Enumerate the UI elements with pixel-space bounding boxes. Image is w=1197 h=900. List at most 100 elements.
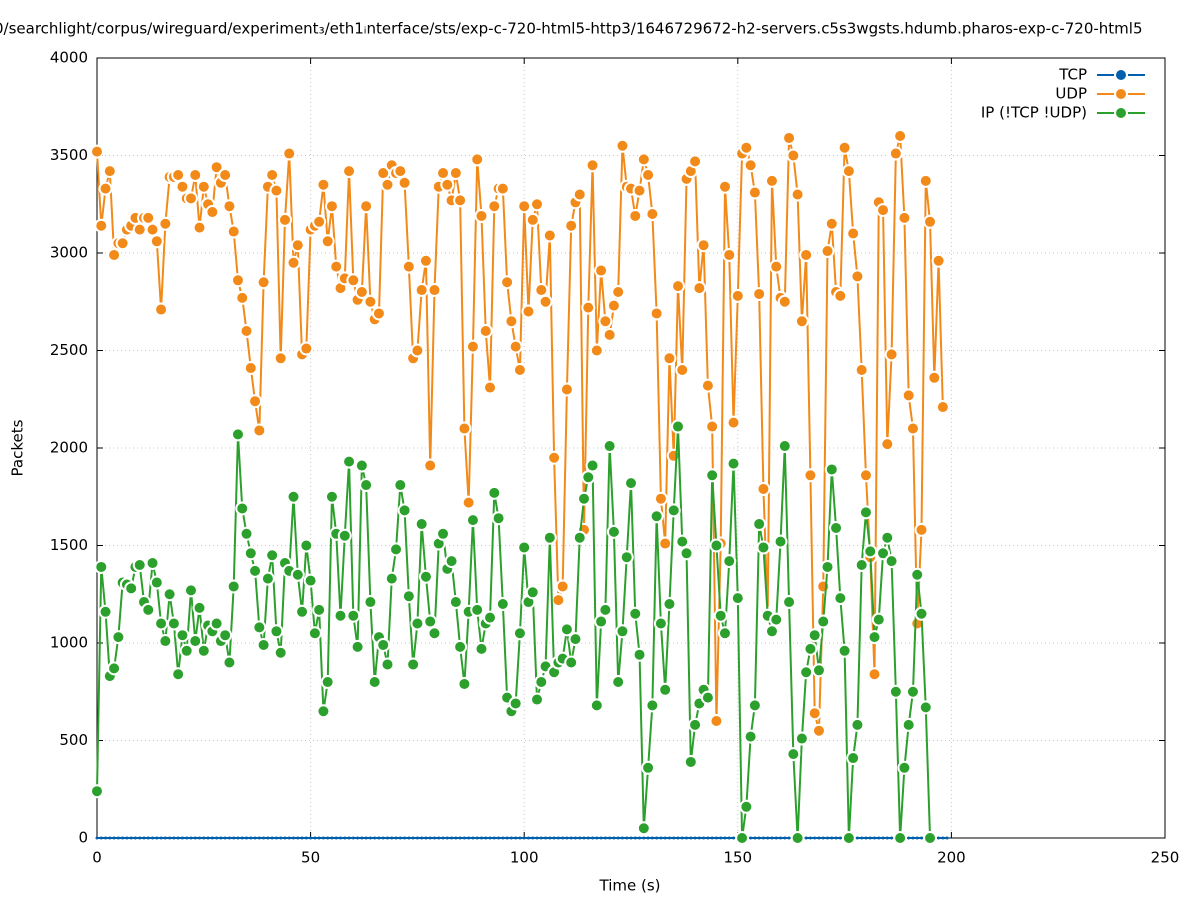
data-point <box>198 836 202 840</box>
data-point <box>415 836 419 840</box>
data-point <box>726 415 741 430</box>
data-point <box>183 191 198 206</box>
data-point <box>923 214 938 229</box>
data-point <box>245 836 249 840</box>
data-point <box>841 164 856 179</box>
data-point <box>667 836 671 840</box>
data-point <box>770 836 774 840</box>
data-point <box>786 148 801 163</box>
data-point <box>826 836 830 840</box>
data-point <box>377 836 381 840</box>
y-tick-label: 500 <box>59 731 88 749</box>
data-point <box>427 283 442 298</box>
data-point <box>918 173 933 188</box>
data-point <box>666 503 681 518</box>
data-point <box>722 247 737 262</box>
data-point <box>594 614 609 629</box>
data-point <box>253 836 257 840</box>
data-point <box>236 836 240 840</box>
data-point <box>497 836 501 840</box>
data-point <box>602 439 617 454</box>
data-point <box>296 836 300 840</box>
data-point <box>218 168 233 182</box>
data-point <box>807 706 822 721</box>
data-point <box>547 450 562 465</box>
data-point <box>334 836 338 840</box>
data-point <box>854 558 869 572</box>
data-point <box>910 567 925 582</box>
data-point <box>491 511 506 526</box>
x-tick-label: 100 <box>510 849 539 867</box>
data-point <box>172 836 176 840</box>
data-point <box>612 836 616 840</box>
data-point <box>384 571 399 586</box>
data-point <box>586 836 590 840</box>
x-tick-label: 150 <box>723 849 752 867</box>
data-point <box>517 199 532 214</box>
data-point <box>324 199 339 214</box>
data-point <box>248 394 263 409</box>
data-point <box>542 228 557 243</box>
data-point <box>189 836 193 840</box>
data-point <box>779 836 783 840</box>
data-point <box>803 468 818 483</box>
data-point <box>112 836 116 840</box>
data-point <box>923 831 938 845</box>
y-tick-label: 4000 <box>50 49 88 67</box>
data-point <box>484 836 488 840</box>
data-point <box>727 836 731 840</box>
legend-label: IP (!TCP !UDP) <box>981 104 1087 122</box>
data-point <box>418 253 433 268</box>
data-point <box>235 501 250 516</box>
data-point <box>273 645 288 660</box>
data-point <box>811 663 826 678</box>
data-point <box>363 294 378 309</box>
data-point <box>346 273 361 288</box>
data-point <box>636 152 651 167</box>
data-point <box>252 620 267 635</box>
data-point <box>813 836 817 840</box>
data-point <box>616 836 620 840</box>
data-point <box>138 836 142 840</box>
data-point <box>783 836 787 840</box>
data-point <box>670 279 685 294</box>
data-point <box>544 836 548 840</box>
data-point <box>324 489 339 504</box>
data-point <box>830 836 834 840</box>
data-point <box>227 836 231 840</box>
data-point <box>585 458 600 473</box>
data-point <box>790 187 805 202</box>
data-point <box>689 836 693 840</box>
data-point <box>572 187 587 202</box>
y-axis-label: Packets <box>9 419 27 476</box>
data-point <box>803 641 818 656</box>
data-point <box>777 439 792 454</box>
data-point <box>599 836 603 840</box>
data-point <box>692 281 707 296</box>
data-point <box>824 462 839 477</box>
data-point <box>937 836 941 840</box>
data-point <box>606 298 621 313</box>
data-point <box>649 509 664 524</box>
data-point <box>286 255 301 270</box>
data-point <box>653 491 668 506</box>
data-point <box>445 836 449 840</box>
data-point <box>706 836 710 840</box>
x-tick-label: 0 <box>92 849 102 867</box>
data-point <box>907 836 911 840</box>
data-point <box>98 181 113 196</box>
data-point <box>158 216 173 231</box>
data-point <box>176 836 180 840</box>
data-point <box>411 836 415 840</box>
data-point <box>679 546 694 561</box>
data-point <box>680 836 684 840</box>
data-point <box>811 723 826 738</box>
data-point <box>339 836 343 840</box>
data-point <box>700 378 715 393</box>
data-point <box>424 836 428 840</box>
data-point <box>107 247 122 262</box>
data-point <box>603 836 607 840</box>
data-point <box>290 567 305 582</box>
data-point <box>142 836 146 840</box>
x-tick-label: 200 <box>937 849 966 867</box>
